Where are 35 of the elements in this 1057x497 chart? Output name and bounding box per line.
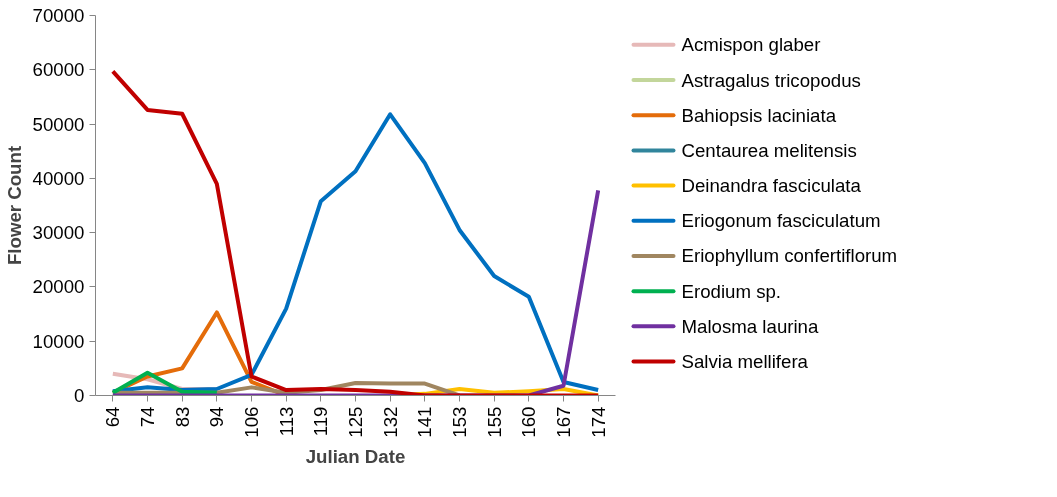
- y-tick-label: 30000: [32, 222, 85, 244]
- legend-label: Eriogonum fasciculatum: [681, 210, 881, 232]
- legend-label: Centaurea melitensis: [681, 139, 857, 161]
- legend-label: Eriophyllum confertiflorum: [681, 245, 898, 267]
- x-tick-label: 141: [414, 406, 436, 438]
- y-tick-label: 40000: [32, 167, 85, 189]
- x-tick-label: 167: [553, 406, 574, 438]
- x-tick-label: 153: [449, 406, 470, 438]
- x-tick-label: 83: [171, 406, 193, 428]
- x-tick-label: 119: [310, 406, 332, 437]
- legend-label: Bahiopsis laciniata: [681, 104, 837, 126]
- x-axis-title: Julian Date: [305, 445, 406, 467]
- x-tick-label: 125: [345, 406, 366, 438]
- y-axis-title: Flower Count: [3, 145, 25, 266]
- x-tick-label: 160: [518, 406, 540, 438]
- x-tick-label: 132: [379, 406, 401, 438]
- legend-label: Salvia mellifera: [681, 351, 809, 373]
- y-tick-label: 20000: [32, 276, 85, 298]
- x-tick-label: 174: [587, 406, 609, 438]
- x-tick-label: 74: [137, 406, 158, 428]
- y-tick-label: 10000: [32, 330, 85, 352]
- legend-label: Erodium sp.: [681, 280, 782, 302]
- y-tick-label: 70000: [32, 5, 85, 26]
- y-tick-label: 50000: [32, 113, 85, 135]
- y-tick-label: 60000: [32, 59, 85, 81]
- x-tick-label: 106: [241, 406, 262, 438]
- x-tick-label: 94: [206, 406, 228, 428]
- x-tick-label: 113: [275, 406, 297, 437]
- x-tick-label: 155: [483, 406, 505, 438]
- x-tick-label: 64: [102, 406, 124, 428]
- y-tick-label: 0: [74, 385, 85, 406]
- legend-label: Acmispon glaber: [681, 34, 821, 56]
- legend-label: Malosma laurina: [681, 315, 819, 337]
- legend-label: Deinandra fasciculata: [681, 175, 862, 197]
- legend-label: Astragalus tricopodus: [681, 69, 861, 91]
